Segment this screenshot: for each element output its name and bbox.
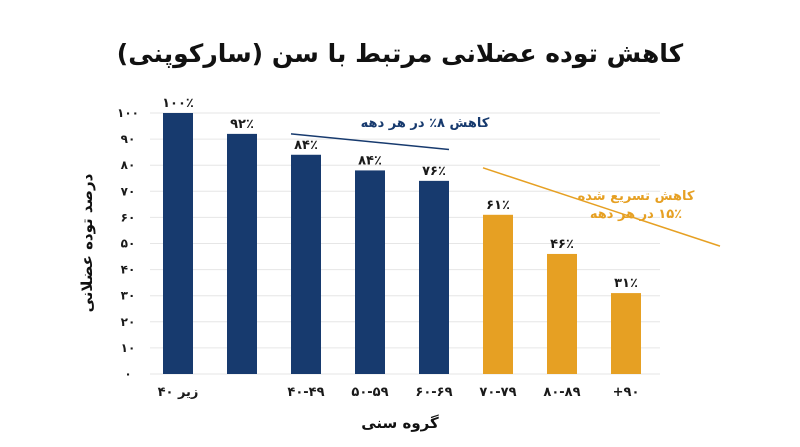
category-label: زیر ۴۰ [158, 385, 199, 400]
y-tick-label: ۷۰ [121, 184, 136, 198]
category-labels: زیر ۴۰ ۴۰-۴۹ ۵۰-۵۹ ۶۰-۶۹ ۷۰-۷۹ ۸۰-۸۹ ۹۰+ [158, 385, 640, 400]
grid-lines [150, 112, 660, 375]
trend-line-blue [290, 133, 450, 151]
trend-line-orange [482, 167, 721, 247]
bar [163, 113, 193, 374]
bar [355, 170, 385, 374]
y-tick-label: ۳۰ [121, 289, 136, 303]
data-label: ۴۶٪ [550, 237, 574, 252]
category-label: ۹۰+ [613, 385, 640, 400]
data-label: ۶۱٪ [486, 198, 510, 213]
data-labels: ۱۰۰٪ ۹۲٪ ۸۴٪ ۸۴٪ ۷۶٪ ۶۱٪ ۴۶٪ ۳۱٪ [162, 96, 638, 291]
y-tick-label: ۴۰ [121, 263, 136, 277]
bar [547, 253, 577, 374]
y-tick-label: ۸۰ [121, 158, 136, 172]
data-label: ۸۴٪ [358, 153, 382, 168]
annotations: کاهش ۸٪ در هر دهه کاهش تسریع شده ۱۵٪ در هر… [290, 116, 721, 247]
y-tick-label: ۰ [124, 367, 131, 381]
y-tick-label: ۱۰ [121, 341, 136, 355]
y-tick-labels: ۰ ۱۰ ۲۰ ۳۰ ۴۰ ۵۰ ۶۰ ۷۰ ۸۰ ۹۰ ۱۰۰ [117, 106, 139, 381]
chart-title: کاهش توده عضلانی مرتبط با سن (سارکوپنی) [117, 39, 684, 69]
x-axis-title: گروه سنی [361, 414, 439, 432]
category-label: ۵۰-۵۹ [351, 385, 388, 400]
y-tick-label: ۹۰ [121, 132, 136, 146]
data-label: ۸۴٪ [294, 138, 318, 153]
category-label: ۴۰-۴۹ [287, 385, 324, 400]
y-tick-label: ۱۰۰ [117, 106, 139, 120]
annotation-orange-text: کاهش تسریع شده [578, 189, 695, 204]
bar [483, 214, 513, 374]
annotation-orange-text: ۱۵٪ در هر دهه [590, 207, 682, 222]
bars [163, 113, 641, 374]
y-axis-title: درصد توده عضلانی [78, 173, 96, 312]
data-label: ۹۲٪ [230, 117, 254, 132]
data-label: ۷۶٪ [422, 164, 446, 179]
data-label: ۳۱٪ [614, 276, 638, 291]
annotation-blue-text: کاهش ۸٪ در هر دهه [361, 116, 490, 131]
bar [419, 180, 449, 374]
y-tick-label: ۲۰ [121, 315, 136, 329]
data-label: ۱۰۰٪ [162, 96, 194, 111]
category-label: ۶۰-۶۹ [415, 385, 452, 400]
y-tick-label: ۶۰ [121, 210, 136, 224]
category-label: ۷۰-۷۹ [479, 385, 516, 400]
bar [291, 154, 321, 374]
category-label: ۸۰-۸۹ [543, 385, 580, 400]
bar [611, 293, 641, 374]
y-tick-label: ۵۰ [121, 237, 136, 251]
bar [227, 133, 257, 374]
